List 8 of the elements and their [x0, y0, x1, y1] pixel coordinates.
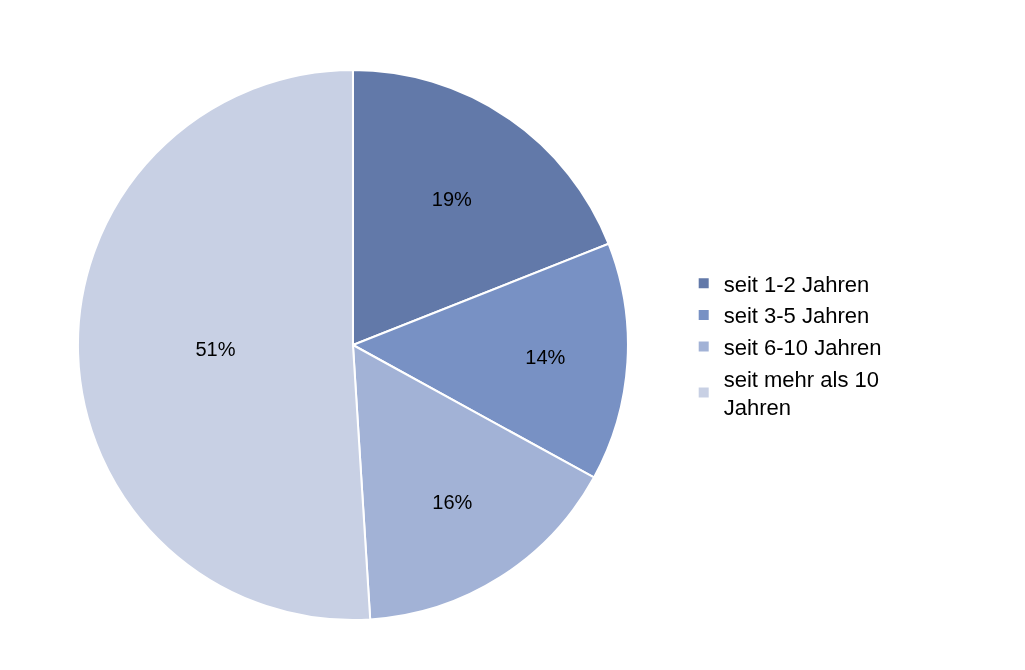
legend-label: seit 1-2 Jahren — [723, 271, 870, 297]
data-label: 51% — [195, 338, 236, 361]
legend-label: seit mehr als 10 Jahren — [723, 366, 879, 421]
data-label: 14% — [525, 346, 566, 369]
legend-label: seit 3-5 Jahren — [723, 303, 870, 329]
data-label: 16% — [432, 490, 473, 513]
legend-label: seit 6-10 Jahren — [723, 335, 882, 361]
data-label: 19% — [431, 188, 473, 211]
